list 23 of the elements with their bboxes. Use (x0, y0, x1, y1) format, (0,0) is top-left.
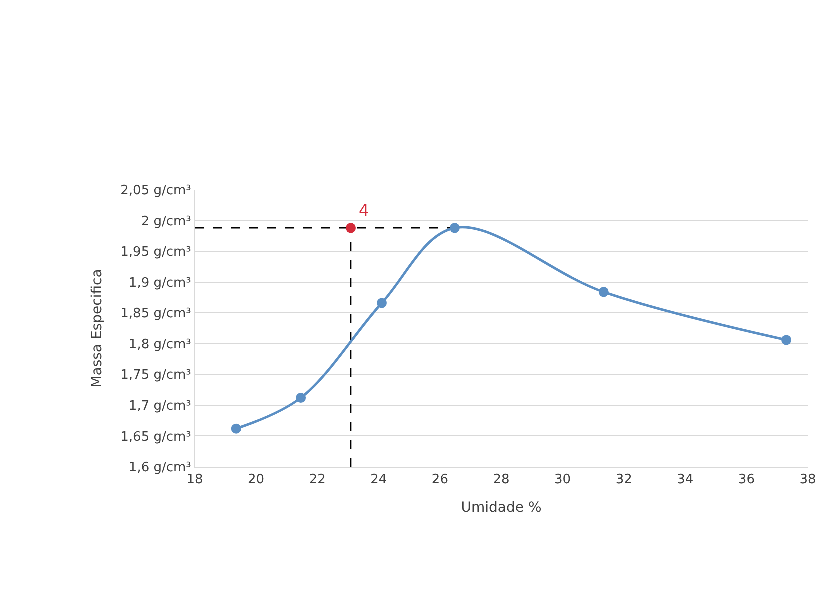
x-tick-label: 32 (616, 472, 632, 488)
y-tick-label: 1,7 g/cm³ (128, 398, 192, 414)
y-tick-label: 1,65 g/cm³ (120, 430, 192, 445)
annotation: 4 (359, 201, 370, 220)
x-tick-label: 20 (248, 472, 265, 488)
y-tick-label: 1,95 g/cm³ (120, 245, 192, 260)
x-tick-label: 18 (186, 472, 204, 488)
y-tick-label: 1,9 g/cm³ (128, 276, 192, 291)
y-tick-label: 1,85 g/cm³ (120, 306, 192, 322)
y-tick-label: 2 g/cm³ (141, 214, 192, 230)
x-tick-label: 36 (738, 472, 755, 488)
x-tick-label: 26 (432, 472, 448, 488)
y-tick-label: 2,05 g/cm³ (120, 184, 192, 199)
x-tick-label: 38 (800, 472, 816, 488)
x-tick-label: 28 (493, 472, 510, 488)
x-tick-label: 30 (554, 472, 572, 488)
x-tick-label: 22 (309, 472, 326, 488)
y-tick-label: 1,75 g/cm³ (120, 368, 192, 384)
x-tick-label: 34 (677, 472, 694, 488)
y-tick-label: 1,8 g/cm³ (128, 337, 192, 352)
x-tick-label: 24 (370, 472, 388, 488)
y-axis-title: Massa Especifica (89, 269, 106, 388)
x-axis-title: Umidade % (461, 500, 542, 516)
